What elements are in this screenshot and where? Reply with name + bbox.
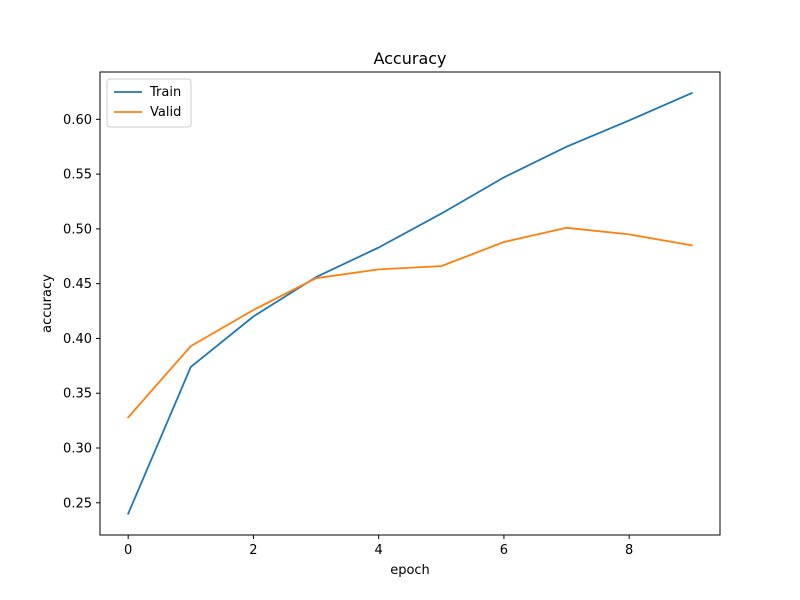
y-tick-label: 0.40 [63,332,92,347]
x-tick-label: 2 [249,543,257,558]
y-tick-label: 0.35 [63,387,92,402]
x-axis-label: epoch [390,563,430,578]
series-line-valid [126,226,693,419]
legend: Train Valid [106,78,192,128]
legend-train-label: Train [149,85,181,100]
y-axis-ticks: 0.25 0.30 0.35 0.40 0.45 0.50 0.55 0.60 [63,113,100,511]
x-tick-label: 4 [375,543,383,558]
y-axis-label: accuracy [40,274,55,333]
x-axis-ticks: 0 2 4 6 8 [124,535,633,558]
plot-area: 0 2 4 6 8 0.25 0.30 0.35 0.40 0.45 0.50 0.55 0.60 [63,71,721,558]
series-line-train [127,91,693,515]
y-tick-label: 0.25 [63,496,92,511]
series-group [126,91,693,515]
y-tick-label: 0.60 [63,113,92,128]
x-tick-label: 0 [124,543,132,558]
x-tick-label: 6 [500,543,508,558]
legend-valid-label: Valid [150,105,181,120]
y-tick-label: 0.30 [63,442,92,457]
legend-box [106,78,192,128]
y-tick-label: 0.45 [63,277,92,292]
chart-title: Accuracy [373,49,446,68]
y-tick-label: 0.50 [63,222,92,237]
x-tick-label: 8 [625,543,633,558]
y-tick-label: 0.55 [63,168,92,183]
plot-frame [99,71,721,536]
